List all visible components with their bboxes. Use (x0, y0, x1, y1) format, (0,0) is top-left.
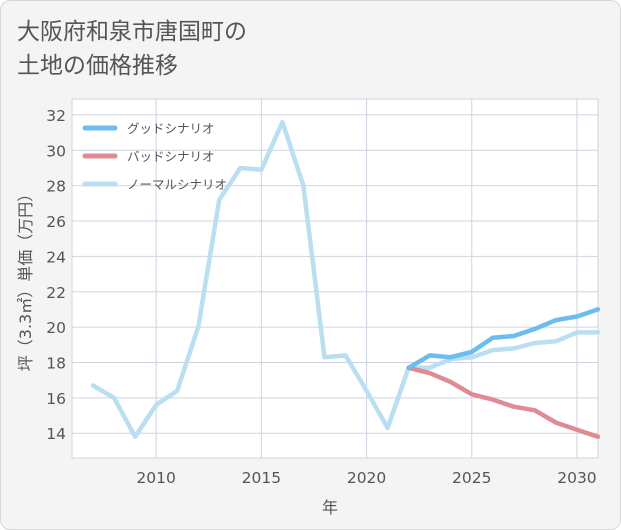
y-tick-label: 26 (46, 213, 66, 231)
y-tick-label: 32 (46, 107, 66, 125)
y-tick-label: 16 (46, 390, 66, 408)
series-line-3 (90, 119, 601, 440)
x-tick-label: 2015 (242, 469, 281, 487)
x-axis-label: 年 (322, 498, 338, 517)
x-tick-label: 2020 (347, 469, 386, 487)
y-tick-label: 18 (46, 355, 66, 373)
legend-label-2: バッドシナリオ (127, 149, 215, 164)
x-tick-label: 2010 (136, 469, 175, 487)
series-line-2 (406, 365, 601, 440)
y-tick-label: 28 (46, 178, 66, 196)
legend-label-1: グッドシナリオ (127, 121, 215, 136)
y-tick-label: 20 (46, 319, 66, 337)
x-tick-label: 2030 (557, 469, 596, 487)
y-axis-label: 坪（3.3㎡）単価（万円） (16, 186, 35, 371)
y-tick-label: 30 (46, 142, 66, 160)
chart-title: 大阪府和泉市唐国町の 土地の価格推移 (17, 19, 247, 79)
series-line-1 (406, 307, 601, 371)
y-tick-label: 14 (46, 425, 66, 443)
x-tick-label: 2025 (452, 469, 491, 487)
y-tick-label: 24 (46, 248, 66, 266)
legend-label-3: ノーマルシナリオ (127, 177, 227, 192)
y-tick-label: 22 (46, 284, 66, 302)
